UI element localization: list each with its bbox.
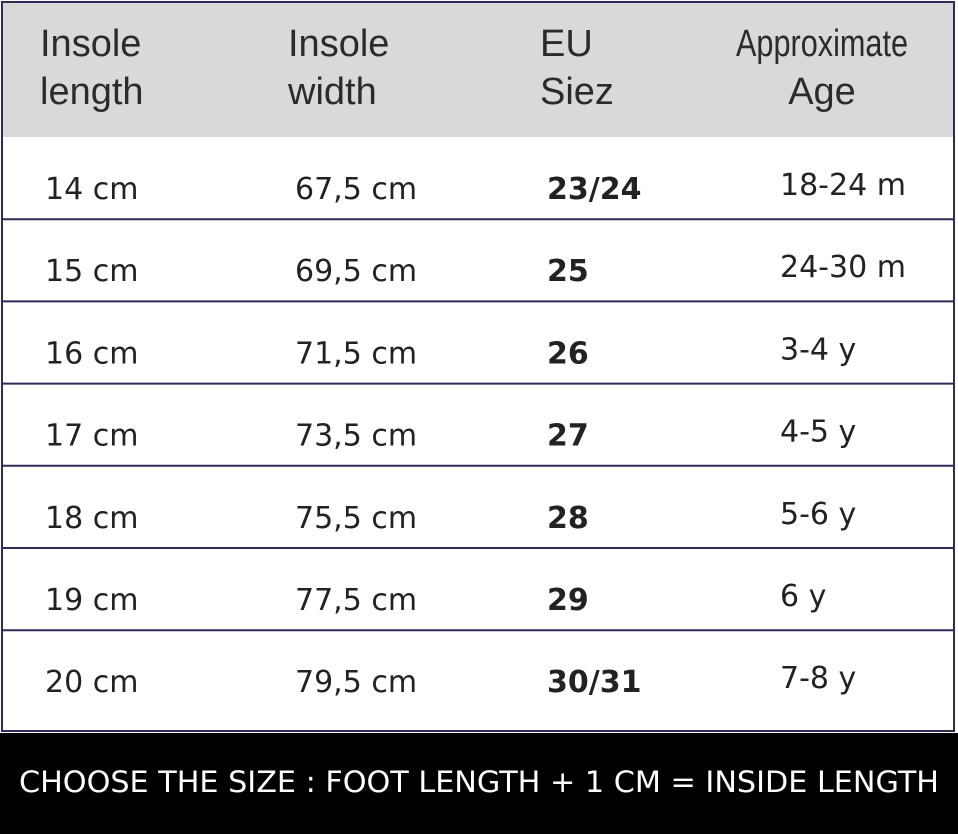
cell-text: 25: [547, 254, 589, 289]
cell-text: 71,5 cm: [295, 336, 417, 371]
cell-text: 14 cm: [45, 172, 138, 207]
cell-text: 30/31: [547, 665, 641, 700]
cell-text: 67,5 cm: [295, 172, 417, 207]
cell-text: 18-24 m: [780, 168, 906, 203]
footer-text: CHOOSE THE SIZE : FOOT LENGTH + 1 CM = I…: [19, 765, 939, 799]
cell-text: 4-5 y: [780, 415, 856, 450]
cell-text: 24-30 m: [780, 250, 906, 285]
header-text: Insole: [288, 23, 389, 65]
header-text: Insole: [40, 23, 141, 65]
cell-text: 26: [547, 336, 589, 371]
cell-text: 6 y: [780, 579, 826, 614]
header-text: width: [287, 71, 377, 113]
cell-text: 28: [547, 501, 589, 536]
cell-text: 75,5 cm: [295, 501, 417, 536]
cell-text: 17 cm: [45, 419, 138, 454]
footer-band: [0, 733, 958, 834]
cell-text: 23/24: [547, 172, 641, 207]
header-text: Siez: [540, 71, 614, 113]
header-text: length: [40, 71, 144, 113]
cell-text: 16 cm: [45, 336, 138, 371]
cell-text: 73,5 cm: [295, 419, 417, 454]
table-border: [1, 1, 955, 732]
header-text: EU: [540, 23, 593, 65]
cell-text: 79,5 cm: [295, 665, 417, 700]
cell-text: 19 cm: [45, 583, 138, 618]
cell-text: 77,5 cm: [295, 583, 417, 618]
header-text: Age: [788, 71, 856, 113]
cell-text: 29: [547, 583, 589, 618]
cell-text: 27: [547, 419, 589, 454]
cell-text: 5-6 y: [780, 497, 856, 532]
cell-text: 15 cm: [45, 254, 138, 289]
cell-text: 69,5 cm: [295, 254, 417, 289]
cell-text: 18 cm: [45, 501, 138, 536]
header-band: [2, 2, 954, 137]
cell-text: 7-8 y: [780, 661, 856, 696]
header-text: Approximate: [736, 23, 908, 65]
cell-text: 20 cm: [45, 665, 138, 700]
cell-text: 3-4 y: [780, 332, 856, 367]
